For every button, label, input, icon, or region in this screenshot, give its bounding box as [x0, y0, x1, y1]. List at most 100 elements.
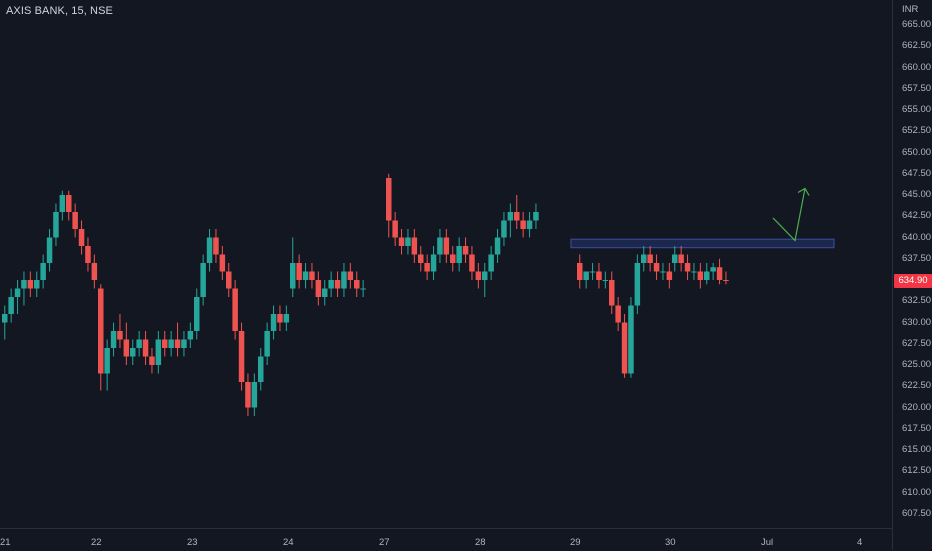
candle	[526, 212, 533, 238]
price-tick-label: 630.00	[902, 316, 932, 328]
price-tick-label: 625.00	[902, 359, 932, 370]
candle	[174, 322, 181, 357]
candle-body-up	[206, 237, 213, 263]
candle-body-down	[716, 267, 723, 280]
candle	[322, 280, 328, 306]
candle	[46, 229, 53, 272]
candle	[405, 229, 411, 255]
candle-body-up	[40, 263, 46, 280]
candle-body-up	[360, 288, 366, 290]
candle	[341, 263, 347, 297]
candle-body-down	[398, 237, 405, 246]
candle-body-up	[501, 220, 507, 238]
candle	[219, 246, 226, 280]
candle	[296, 254, 302, 289]
candle-body-down	[245, 382, 251, 408]
candle	[533, 203, 539, 229]
candle-body-down	[123, 339, 130, 357]
candle-body-up	[53, 212, 59, 238]
price-tick-label: 622.50	[902, 380, 932, 392]
price-tick-label: 647.50	[902, 167, 932, 179]
candle	[162, 331, 168, 357]
price-tick-label: 660.00	[902, 61, 932, 73]
candle	[206, 229, 213, 272]
candle-body-down	[462, 246, 469, 255]
price-tick-label: 655.00	[902, 104, 932, 115]
candle	[40, 254, 46, 289]
candle	[628, 297, 634, 378]
candle	[104, 339, 110, 391]
candle-body-up	[430, 254, 437, 272]
candle	[398, 229, 405, 255]
candle-body-down	[450, 254, 456, 263]
candle-body-down	[723, 280, 729, 281]
candle	[251, 373, 258, 416]
candle-body-down	[27, 280, 34, 289]
candle-body-down	[684, 263, 691, 272]
candle-body-up	[104, 348, 110, 374]
candle-body-up	[34, 280, 40, 289]
candle	[494, 229, 501, 263]
candle	[723, 271, 729, 285]
candle-body-down	[475, 271, 482, 280]
candle	[334, 271, 341, 297]
candle	[34, 271, 40, 297]
candle	[290, 237, 296, 297]
candle	[634, 254, 641, 314]
candle	[672, 246, 678, 272]
price-tick-label: 657.50	[902, 82, 932, 94]
candle-body-up	[258, 356, 264, 382]
candle	[430, 246, 437, 280]
candle	[647, 246, 653, 272]
candle	[443, 229, 450, 263]
candle-body-down	[354, 280, 360, 289]
candle-body-up	[494, 237, 501, 255]
price-tick-label: 642.50	[902, 210, 932, 222]
time-tick-label: 21	[0, 537, 11, 548]
candle	[437, 229, 443, 263]
candle	[602, 271, 609, 289]
candle-body-down	[277, 314, 283, 323]
time-tick-label: Jul	[761, 537, 774, 548]
chart-title: AXIS BANK, 15, NSE	[6, 5, 113, 17]
time-tick-label: 29	[570, 537, 581, 548]
candle-body-up	[264, 331, 270, 357]
candle-body-up	[328, 280, 334, 289]
candle	[386, 173, 392, 238]
candle	[72, 203, 78, 238]
candle	[514, 195, 520, 229]
candle	[691, 263, 697, 280]
candle	[660, 263, 666, 280]
candle	[450, 246, 456, 272]
candle-body-down	[418, 254, 424, 263]
candle-body-down	[142, 339, 149, 357]
candle-body-down	[174, 339, 181, 348]
candle	[520, 212, 526, 238]
candle	[615, 297, 621, 331]
candle	[142, 331, 149, 365]
time-axis[interactable]: 21 22 23 24 27 28 29 30 Jul 4	[0, 528, 892, 551]
candle-body-up	[283, 314, 290, 323]
candle-body-up	[628, 305, 634, 374]
candle	[462, 237, 469, 263]
candle	[117, 314, 123, 348]
candle-body-down	[296, 263, 302, 280]
time-tick-label: 23	[187, 537, 198, 548]
price-tick-label: 665.00	[902, 19, 932, 30]
candle-body-up	[181, 339, 187, 348]
candle	[309, 263, 315, 289]
candle-body-down	[647, 254, 653, 263]
candle	[411, 229, 418, 263]
candle-body-down	[309, 271, 315, 280]
candle	[609, 271, 615, 314]
price-tick-label: 632.50	[902, 295, 932, 307]
candle	[2, 305, 8, 340]
candle-body-down	[411, 237, 418, 255]
candle	[704, 263, 710, 285]
candle	[8, 288, 14, 323]
candle	[315, 271, 322, 306]
candle-body-up	[136, 339, 142, 348]
candlestick-chart[interactable]	[0, 0, 892, 528]
candle-body-up	[14, 288, 21, 297]
